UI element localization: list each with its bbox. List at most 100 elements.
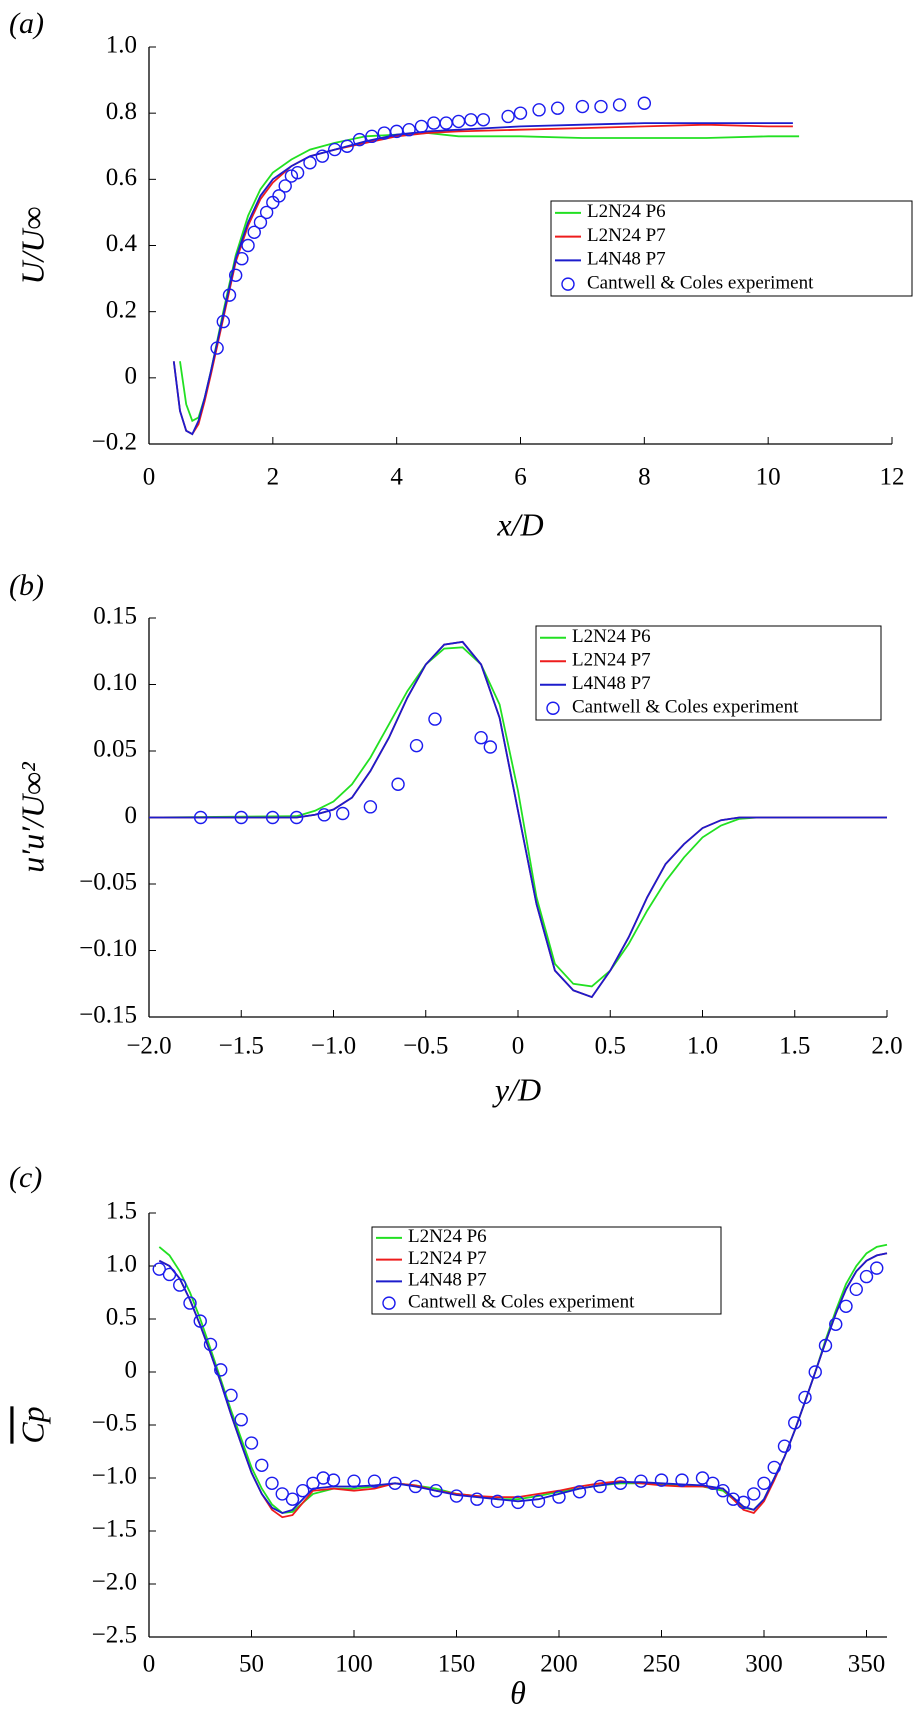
data-point: [247, 225, 261, 239]
data-point: [193, 1314, 207, 1328]
data-point: [449, 1489, 464, 1503]
data-point: [363, 800, 378, 814]
panel: (c) 0 50 100 150 200 250 300 350 −2.5 −2.0 −1.5 −1.0…: [9, 1161, 888, 1710]
x-tick-label: 150: [438, 1651, 476, 1678]
y-tick-label: −1.5: [92, 1516, 137, 1543]
legend-marker: [561, 277, 575, 291]
data-point: [409, 738, 424, 753]
x-tick-label: 0.5: [595, 1033, 626, 1060]
y-tick-label: 0.05: [93, 736, 137, 763]
legend-label: L4N48 P7: [572, 673, 651, 694]
data-point: [490, 1494, 505, 1509]
y-tick-label: 0.2: [106, 296, 137, 323]
data-point: [352, 132, 367, 147]
data-point: [767, 1460, 781, 1475]
x-tick-label: 1.5: [779, 1033, 810, 1060]
legend-label: L4N48 P7: [587, 249, 666, 270]
y-tick-label: −0.05: [79, 869, 137, 896]
legend-label: L2N24 P6: [408, 1226, 487, 1247]
y-tick-label: 0.6: [106, 164, 137, 191]
y-tick-label: 1.0: [106, 32, 137, 59]
data-point: [575, 99, 590, 114]
data-point: [367, 1474, 382, 1488]
legend-box: [535, 625, 882, 721]
data-point: [347, 1474, 361, 1488]
data-point: [306, 1476, 320, 1491]
y-tick-label: 0: [125, 802, 138, 829]
legend-box: [550, 200, 913, 297]
x-tick-label: 8: [638, 464, 651, 491]
data-point: [550, 101, 565, 115]
data-point: [637, 96, 652, 110]
data-point: [317, 808, 331, 822]
x-tick-label: 0: [512, 1033, 525, 1060]
data-point: [255, 1458, 269, 1472]
data-point: [654, 1473, 669, 1487]
data-point: [706, 1476, 720, 1491]
data-point: [572, 1485, 587, 1499]
data-point: [290, 166, 305, 180]
data-point: [593, 1479, 607, 1494]
data-point: [162, 1267, 177, 1282]
data-point: [214, 1363, 228, 1377]
data-point: [228, 268, 243, 282]
x-tick-label: 4: [390, 464, 403, 491]
data-point: [675, 1473, 689, 1487]
x-tick-label: 0: [143, 1651, 156, 1678]
y-tick-label: 0: [125, 363, 138, 390]
data-point: [483, 740, 498, 754]
x-tick-label: 2: [267, 464, 280, 491]
data-point: [757, 1476, 771, 1491]
legend-label: L2N24 P6: [572, 626, 651, 647]
data-point: [241, 238, 255, 253]
data-point: [839, 1299, 853, 1313]
data-point: [777, 1439, 792, 1453]
data-point: [552, 1490, 566, 1504]
y-tick-label: −2.5: [92, 1622, 137, 1649]
panel: (a)0 2 4 6 8 10 12−0.200.20.40.60.81.0x/DU/U∞ L…: [9, 7, 913, 542]
data-point: [289, 810, 304, 825]
panel: (b) −2.0 −1.5 −1.0 −0.5 0 0.5 1.0 1.5 2.0 −0.15 −0.…: [9, 569, 903, 1107]
legend-label: Cantwell & Coles experiment: [587, 272, 814, 293]
data-point: [265, 810, 280, 825]
x-tick-label: 0: [143, 464, 156, 491]
y-tick-label: 0.8: [106, 98, 137, 125]
data-point: [513, 106, 528, 120]
data-point: [808, 1365, 822, 1379]
data-point: [278, 179, 292, 193]
data-point: [340, 139, 354, 153]
data-point: [408, 1479, 423, 1494]
data-point: [275, 1487, 289, 1501]
data-point: [284, 169, 299, 183]
data-point: [451, 114, 466, 129]
legend-label: L2N24 P6: [587, 201, 666, 222]
data-point: [613, 1476, 628, 1491]
panel-label: (b): [9, 569, 44, 602]
data-point: [216, 314, 231, 329]
legend-marker: [382, 1296, 396, 1310]
data-point: [849, 1282, 863, 1297]
legend-label: Cantwell & Coles experiment: [408, 1291, 635, 1312]
x-tick-label: 300: [745, 1651, 783, 1678]
data-point: [829, 1317, 843, 1332]
legend-label: L4N48 P7: [408, 1270, 487, 1291]
data-point: [414, 119, 429, 134]
data-line: [148, 646, 887, 988]
x-tick-label: −1.0: [311, 1033, 356, 1060]
x-tick-label: −0.5: [403, 1033, 448, 1060]
data-point: [193, 810, 208, 825]
y-tick-label: 0.10: [93, 669, 137, 696]
y-tick-label: −0.5: [92, 1410, 137, 1437]
data-point: [391, 777, 405, 791]
y-tick-label: 0.15: [93, 603, 137, 630]
data-point: [285, 1492, 300, 1506]
data-line: [172, 122, 793, 436]
data-point: [224, 1388, 238, 1403]
y-tick-label: −0.2: [92, 429, 137, 456]
y-axis-label: Cp: [14, 1406, 50, 1443]
data-point: [798, 1390, 812, 1405]
